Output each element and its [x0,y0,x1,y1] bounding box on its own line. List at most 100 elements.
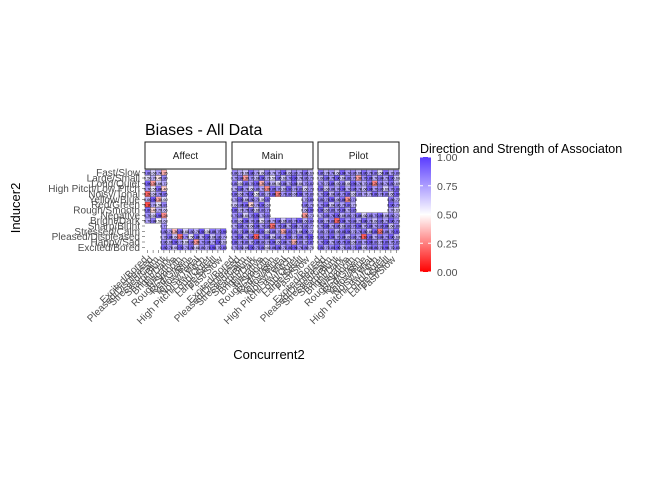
cell-value-label: 0.77 [274,170,283,175]
cell-value-label: 0.87 [360,170,369,175]
cell-value-label: 0.36 [171,229,180,234]
cell-value-label: 0.70 [365,192,374,197]
cell-value-label: 0.25 [274,192,283,197]
cell-value-label: 0.74 [290,186,299,191]
cell-value-label: 0.72 [160,234,169,239]
cell-value-label: 0.68 [160,218,169,223]
cell-value-label: 0.75 [231,245,240,250]
cell-value-label: 0.21 [333,218,342,223]
cell-value-label: 0.84 [376,234,385,239]
cell-value-label: 0.66 [371,218,380,223]
cell-value-label: 0.76 [306,176,315,181]
cell-value-label: 0.92 [214,240,223,245]
cell-value-label: 0.83 [160,229,169,234]
cell-value-label: 0.80 [236,202,245,207]
cell-value-label: 0.52 [155,218,164,223]
cell-value-label: 0.85 [219,245,228,250]
cell-value-label: 0.90 [349,181,358,186]
cell-value-label: 0.76 [236,240,245,245]
cell-value-label: 0.90 [322,192,331,197]
cell-value-label: 0.77 [252,197,261,202]
cell-value-label: 0.80 [382,229,391,234]
cell-value-label: 0.86 [322,176,331,181]
cell-value-label: 0.88 [382,170,391,175]
y-tick-label: Happy/Sad [91,238,140,249]
cell-value-label: 0.85 [236,213,245,218]
cell-value-label: 0.75 [387,240,396,245]
legend-title: Direction and Strength of Associaton [420,142,622,156]
cell-value-label: 0.62 [149,170,158,175]
cell-value-label: 0.87 [242,181,251,186]
cell-value-label: 0.69 [355,170,364,175]
cell-value-label: 0.76 [306,202,315,207]
cell-value-label: 0.75 [328,176,337,181]
cell-value-label: 0.84 [333,192,342,197]
cell-value-label: 0.86 [392,186,401,191]
cell-value-label: 0.58 [376,170,385,175]
cell-value-label: 0.81 [187,229,196,234]
cell-value-label: 0.86 [296,234,305,239]
cell-value-label: 0.85 [285,245,294,250]
cell-value-label: 0.63 [279,176,288,181]
cell-value-label: 0.77 [371,213,380,218]
cell-value-label: 0.86 [279,224,288,229]
cell-value-label: 0.78 [263,208,272,213]
cell-value-label: 0.80 [160,240,169,245]
cell-value-label: 0.90 [242,218,251,223]
cell-value-label: 0.68 [338,224,347,229]
cell-value-label: 0.75 [355,234,364,239]
cell-value-label: 0.89 [371,229,380,234]
cell-value-label: 0.68 [392,234,401,239]
cell-value-label: 0.75 [258,224,267,229]
cell-value-label: 0.79 [274,186,283,191]
cell-value-label: 0.90 [219,229,228,234]
cell-value-label: 0.60 [344,181,353,186]
cell-value-label: 0.65 [279,218,288,223]
cell-value-label: 0.60 [182,240,191,245]
cell-value-label: 0.70 [247,240,256,245]
cell-value-label: 0.79 [338,240,347,245]
cell-value-label: 0.73 [144,218,153,223]
cell-value-label: 0.84 [376,176,385,181]
cell-value-label: 0.76 [387,229,396,234]
y-axis-title: Inducer2 [8,183,23,234]
cell-value-label: 0.82 [317,197,326,202]
cell-value-label: 0.90 [269,240,278,245]
cell-value-label: 0.69 [242,245,251,250]
cell-value-label: 0.62 [349,192,358,197]
cell-value-label: 0.72 [285,181,294,186]
cell-value-label: 0.80 [269,245,278,250]
cell-value-label: 0.85 [209,229,218,234]
cell-value-label: 0.77 [349,176,358,181]
cell-value-label: 0.61 [382,186,391,191]
cell-value-label: 0.85 [269,186,278,191]
cell-value-label: 0.63 [263,245,272,250]
y-tick-label: Loud/Quiet [91,179,140,190]
cell-value-label: 0.73 [333,234,342,239]
cell-value-label: 0.62 [333,170,342,175]
cell-value-label: 0.88 [371,192,380,197]
cell-value-label: 0.77 [382,234,391,239]
cell-value-label: 0.81 [252,186,261,191]
cell-value-label: 0.88 [344,240,353,245]
cell-value-label: 0.83 [328,208,337,213]
cell-value-label: 0.66 [160,208,169,213]
cell-value-label: 0.88 [365,176,374,181]
legend-tick-label: 0.75 [437,181,458,193]
cell-value-label: 0.71 [301,197,310,202]
cell-value-label: 0.82 [328,218,337,223]
cell-value-label: 0.88 [338,208,347,213]
facet-strip-label: Pilot [349,151,369,162]
cell-value-label: 0.66 [285,170,294,175]
cell-value-label: 0.88 [317,245,326,250]
cell-value-label: 0.77 [252,245,261,250]
cell-value-label: 0.83 [258,192,267,197]
cell-value-label: 0.64 [387,224,396,229]
cell-value-label: 0.60 [301,186,310,191]
cell-value-label: 0.68 [236,192,245,197]
cell-value-label: 0.80 [198,245,207,250]
cell-value-label: 0.74 [165,229,174,234]
cell-value-label: 0.75 [176,240,185,245]
cell-value-label: 0.22 [176,234,185,239]
